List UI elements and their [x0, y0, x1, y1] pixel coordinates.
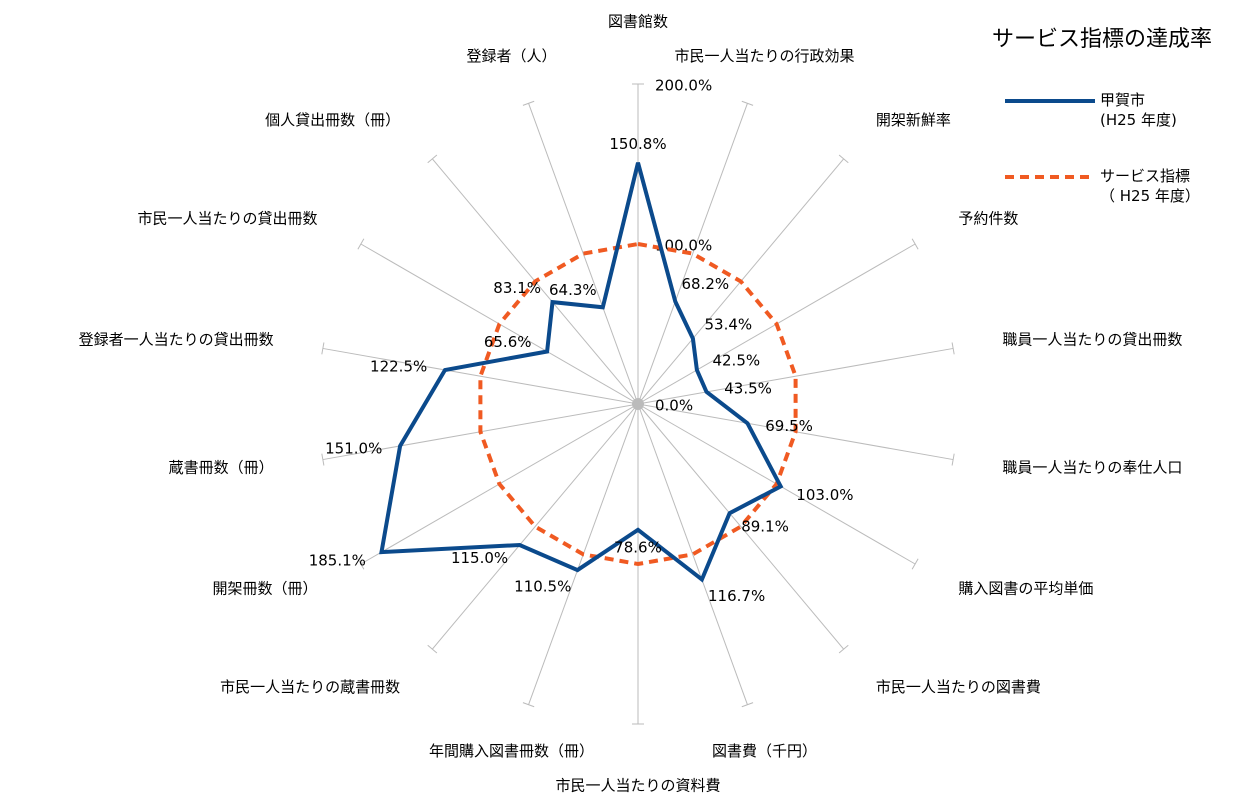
spoke-cap: [951, 453, 955, 466]
category-label: 市民一人当たりの行政効果: [675, 47, 855, 65]
spoke-cap: [911, 238, 919, 250]
data-label: 89.1%: [741, 517, 789, 535]
category-label: 予約件数: [958, 210, 1018, 228]
category-label: 開架新鮮率: [876, 111, 951, 129]
spoke: [637, 403, 748, 705]
legend-label: サービス指標 （ H25 年度）: [1100, 167, 1200, 205]
category-label: 図書館数: [608, 13, 668, 31]
spoke-cap: [357, 558, 365, 570]
category-label: 開架冊数（冊）: [213, 580, 318, 598]
spoke-cap: [522, 702, 535, 708]
category-label: 職員一人当たりの奉仕人口: [1002, 459, 1182, 477]
category-label: 登録者（人）: [466, 47, 556, 65]
spoke: [431, 403, 639, 650]
spoke-cap: [321, 342, 325, 355]
spoke-cap: [838, 154, 849, 164]
tick-label: 200.0%: [655, 77, 712, 95]
spoke: [637, 347, 954, 405]
data-label: 103.0%: [796, 486, 853, 504]
tick-label: 0.0%: [655, 397, 693, 415]
data-label: 42.5%: [712, 352, 760, 370]
spoke: [637, 103, 748, 405]
data-label: 64.3%: [549, 281, 597, 299]
spoke: [528, 103, 639, 405]
chart-title: サービス指標の達成率: [992, 27, 1212, 52]
spoke-cap: [741, 100, 754, 106]
category-label: 蔵書冊数（冊）: [169, 459, 274, 477]
category-label: 個人貸出冊数（冊）: [265, 111, 400, 129]
data-label: 122.5%: [370, 357, 427, 375]
series-line: [379, 162, 784, 583]
category-label: 購入図書の平均単価: [958, 580, 1093, 598]
spoke-cap: [427, 154, 438, 164]
spoke-cap: [427, 644, 438, 654]
spoke-cap: [911, 558, 919, 570]
data-label: 185.1%: [309, 552, 366, 570]
spoke-cap: [741, 702, 754, 708]
data-label: 68.2%: [681, 275, 729, 293]
data-label: 65.6%: [484, 333, 532, 351]
data-label: 150.8%: [609, 135, 666, 153]
data-label: 151.0%: [325, 440, 382, 458]
category-label: 市民一人当たりの資料費: [555, 777, 720, 795]
data-label: 78.6%: [614, 538, 662, 556]
category-label: 図書費（千円）: [712, 742, 817, 760]
data-label: 43.5%: [724, 379, 772, 397]
spoke-cap: [838, 644, 849, 654]
series-line: [478, 241, 798, 567]
category-label: 職員一人当たりの貸出冊数: [1002, 330, 1182, 348]
spoke-cap: [357, 238, 365, 250]
spoke-cap: [321, 453, 325, 466]
data-label: 110.5%: [514, 578, 571, 596]
category-label: 年間購入図書冊数（冊）: [429, 742, 594, 760]
spoke-cap: [951, 342, 955, 355]
data-label: 115.0%: [451, 549, 508, 567]
spoke-cap: [522, 100, 535, 106]
category-label: 市民一人当たりの貸出冊数: [138, 210, 318, 228]
category-label: 登録者一人当たりの貸出冊数: [79, 330, 274, 348]
category-label: 市民一人当たりの蔵書冊数: [220, 678, 400, 696]
data-label: 116.7%: [708, 587, 765, 605]
spoke: [322, 347, 639, 405]
data-label: 69.5%: [765, 417, 813, 435]
spoke: [637, 403, 845, 650]
data-label: 83.1%: [493, 279, 541, 297]
data-label: 53.4%: [704, 315, 752, 333]
legend-label: 甲賀市 (H25 年度): [1100, 91, 1177, 129]
category-label: 市民一人当たりの図書費: [876, 678, 1041, 696]
center-dot: [632, 398, 644, 410]
